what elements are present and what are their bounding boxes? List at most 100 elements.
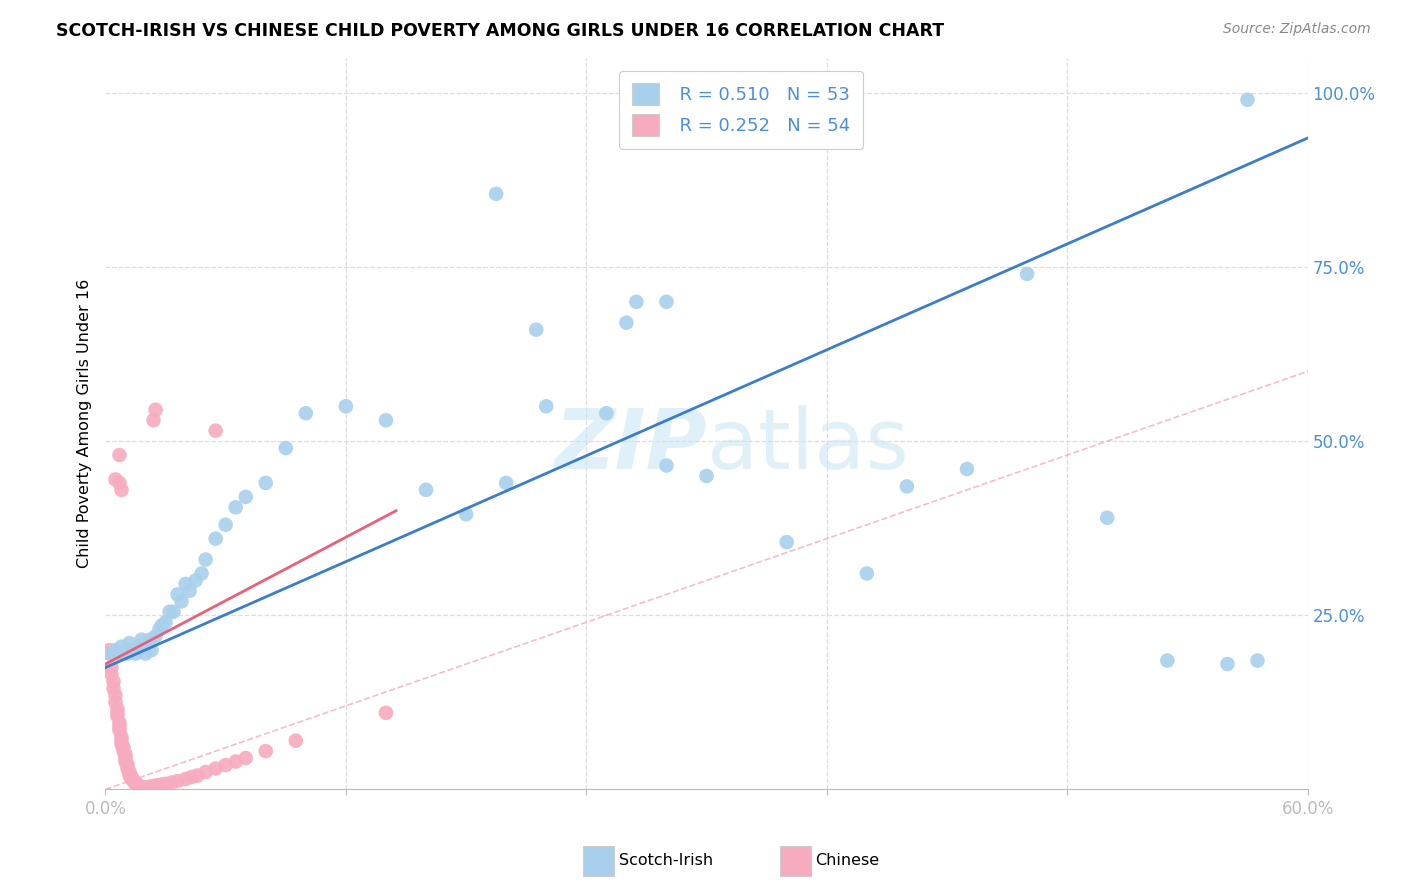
Point	[204, 424, 226, 438]
Text: ZIP: ZIP	[554, 405, 707, 486]
Point	[159, 605, 181, 619]
Point	[98, 643, 121, 657]
Point	[121, 772, 143, 786]
Point	[124, 647, 146, 661]
Point	[104, 472, 127, 486]
Point	[225, 500, 247, 515]
Y-axis label: Child Poverty Among Girls Under 16: Child Poverty Among Girls Under 16	[77, 279, 93, 568]
Point	[179, 583, 201, 598]
Legend:   R = 0.510   N = 53,   R = 0.252   N = 54: R = 0.510 N = 53, R = 0.252 N = 54	[620, 70, 863, 149]
Point	[121, 770, 143, 784]
Point	[110, 737, 132, 751]
Point	[124, 775, 146, 789]
Point	[150, 618, 173, 632]
Point	[117, 647, 139, 661]
Point	[112, 744, 135, 758]
Point	[124, 777, 146, 791]
Point	[160, 775, 183, 789]
Point	[170, 594, 193, 608]
Point	[696, 469, 718, 483]
Point	[194, 552, 217, 566]
Point	[135, 647, 157, 661]
Text: SCOTCH-IRISH VS CHINESE CHILD POVERTY AMONG GIRLS UNDER 16 CORRELATION CHART: SCOTCH-IRISH VS CHINESE CHILD POVERTY AM…	[56, 22, 945, 40]
Point	[184, 574, 207, 588]
Point	[104, 695, 127, 709]
Point	[121, 643, 143, 657]
Point	[110, 730, 132, 744]
Point	[114, 751, 136, 765]
Point	[166, 774, 188, 789]
Point	[114, 747, 136, 762]
Point	[180, 770, 202, 784]
Point	[190, 566, 212, 581]
Point	[374, 413, 398, 427]
Point	[141, 643, 163, 657]
Point	[127, 640, 149, 654]
Point	[214, 517, 236, 532]
Point	[100, 647, 122, 661]
Point	[142, 413, 165, 427]
Point	[128, 779, 150, 793]
Point	[138, 632, 160, 647]
Point	[1236, 93, 1258, 107]
Point	[98, 647, 121, 661]
Point	[118, 768, 141, 782]
Point	[100, 660, 122, 674]
Point	[855, 566, 877, 581]
Point	[956, 462, 979, 476]
Point	[131, 632, 153, 647]
Point	[112, 740, 135, 755]
Point	[117, 758, 139, 772]
Point	[655, 458, 678, 473]
Point	[100, 667, 122, 681]
Point	[107, 647, 129, 661]
Point	[110, 640, 132, 654]
Point	[114, 755, 136, 769]
Point	[214, 758, 236, 772]
Point	[107, 709, 129, 723]
Point	[155, 777, 177, 791]
Point	[135, 780, 157, 795]
Point	[110, 483, 132, 497]
Point	[225, 755, 247, 769]
Point	[274, 441, 297, 455]
Point	[146, 778, 169, 792]
Point	[117, 762, 139, 776]
Point	[335, 399, 357, 413]
Point	[138, 780, 160, 794]
Point	[142, 779, 165, 793]
Point	[162, 605, 184, 619]
Point	[103, 681, 125, 696]
Point	[454, 508, 477, 522]
Point	[145, 402, 167, 417]
Point	[127, 778, 149, 792]
Point	[1097, 510, 1119, 524]
Point	[108, 723, 131, 738]
Text: Source: ZipAtlas.com: Source: ZipAtlas.com	[1223, 22, 1371, 37]
Point	[110, 733, 132, 747]
Point	[174, 577, 197, 591]
Point	[166, 587, 188, 601]
Point	[1017, 267, 1039, 281]
Point	[148, 622, 170, 636]
Point	[655, 294, 678, 309]
Point	[108, 716, 131, 731]
Point	[132, 780, 155, 795]
Point	[118, 764, 141, 779]
Text: Scotch-Irish: Scotch-Irish	[619, 854, 713, 868]
Point	[626, 294, 648, 309]
Point	[295, 406, 318, 420]
Point	[896, 479, 918, 493]
Point	[107, 702, 129, 716]
Point	[776, 535, 799, 549]
Point	[108, 475, 131, 490]
Point	[104, 689, 127, 703]
Point	[235, 490, 257, 504]
Point	[534, 399, 557, 413]
Point	[595, 406, 617, 420]
Point	[103, 674, 125, 689]
Point	[155, 615, 177, 630]
Point	[174, 772, 197, 786]
Point	[495, 475, 517, 490]
Point	[524, 323, 547, 337]
